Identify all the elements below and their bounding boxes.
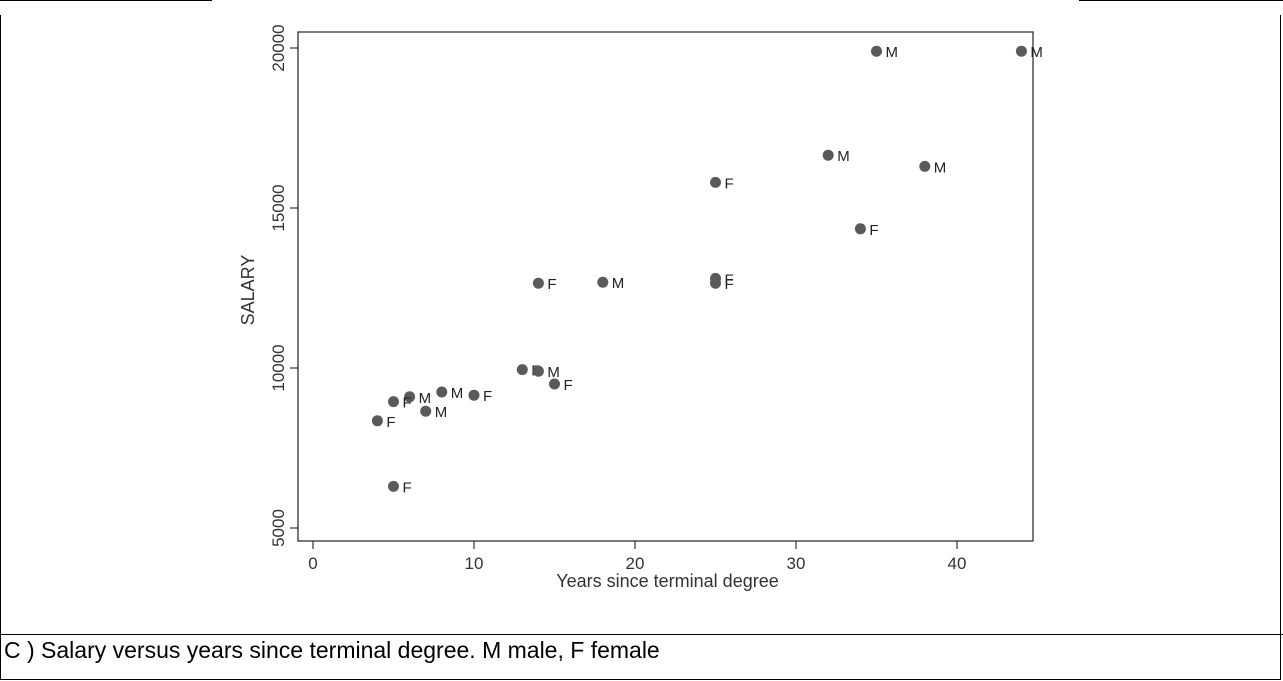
data-point <box>388 396 399 408</box>
point-label: M <box>837 148 850 165</box>
data-point <box>371 415 383 427</box>
point-label: M <box>612 275 625 292</box>
x-tick-label: 30 <box>787 554 806 573</box>
data-point <box>436 386 448 398</box>
data-point <box>516 364 528 376</box>
point-label: F <box>403 479 412 496</box>
figure-caption: C ) Salary versus years since terminal d… <box>4 637 660 663</box>
data-point <box>532 365 544 377</box>
data-point <box>549 378 560 390</box>
x-tick-label: 20 <box>626 554 645 573</box>
x-axis-title: Years since terminal degree <box>556 571 778 591</box>
data-point <box>532 277 544 289</box>
x-tick-label: 0 <box>308 554 317 573</box>
scatter-chart: 0 10 20 30 40 5000 10000 15000 20000 Years sinc… <box>238 24 1043 591</box>
point-label: F <box>564 377 573 394</box>
point-label: M <box>451 385 464 402</box>
data-point <box>468 389 480 401</box>
data-point <box>710 176 721 188</box>
y-axis: 5000 10000 15000 20000 <box>269 24 298 547</box>
x-tick-label: 40 <box>948 554 967 573</box>
x-axis: 0 10 20 30 40 <box>308 541 966 573</box>
point-label: F <box>386 414 395 431</box>
top-border-right <box>1079 0 1283 1</box>
top-border-left <box>0 0 212 1</box>
figure-frame <box>0 15 1281 680</box>
data-point <box>822 149 834 161</box>
data-point <box>710 277 721 289</box>
point-label: M <box>547 364 560 381</box>
data-point <box>420 405 432 417</box>
y-axis-title: SALARY <box>238 255 258 326</box>
data-point <box>388 480 399 492</box>
data-point <box>919 160 931 172</box>
point-label: M <box>886 44 899 61</box>
point-label: M <box>435 404 448 421</box>
point-label: M <box>934 159 947 176</box>
plot-area <box>297 31 1034 542</box>
data-point <box>854 223 866 235</box>
data-point <box>871 45 882 57</box>
y-tick-label: 10000 <box>269 344 288 391</box>
data-point <box>1015 45 1027 57</box>
data-point <box>404 391 416 403</box>
point-label: F <box>483 388 492 405</box>
point-label: F <box>547 276 556 293</box>
point-label: F <box>725 175 734 192</box>
point-label: F <box>725 271 734 288</box>
y-tick-label: 20000 <box>269 24 288 71</box>
point-label: M <box>1030 44 1043 61</box>
x-tick-label: 10 <box>465 554 484 573</box>
point-label: M <box>419 390 432 407</box>
y-tick-label: 15000 <box>269 184 288 231</box>
point-label: F <box>403 395 412 412</box>
point-label: F <box>725 276 734 293</box>
caption-row <box>0 634 1283 681</box>
point-label: F <box>869 222 878 239</box>
data-points: MMMMFFFFFMFMFMFMFMFF <box>371 44 1043 496</box>
data-point <box>597 276 609 288</box>
y-tick-label: 5000 <box>269 509 288 547</box>
